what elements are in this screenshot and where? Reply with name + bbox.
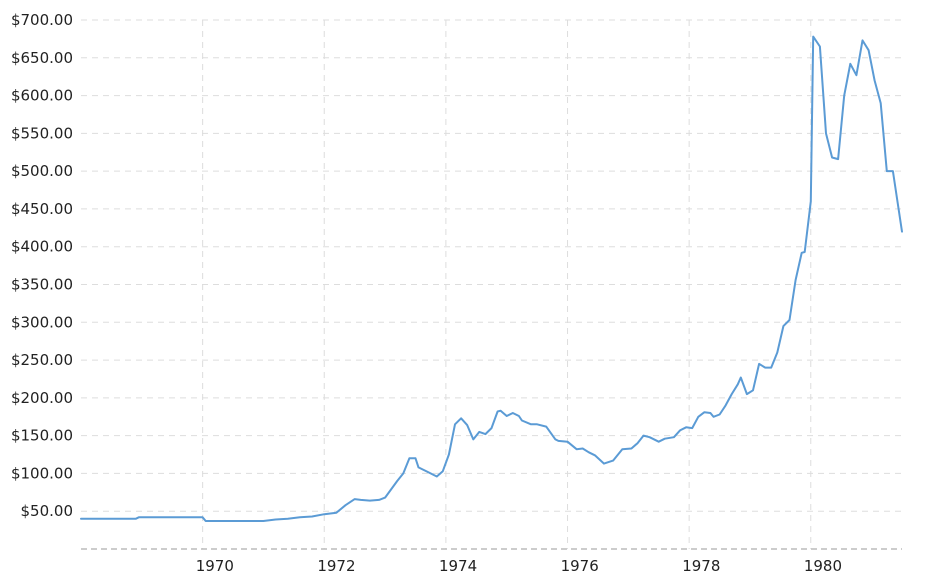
x-axis-tick-labels: 1970 1972 1974 1976 1978 1980 (196, 557, 842, 575)
y-tick-label: $100.00 (11, 464, 73, 482)
x-tick-label: 1978 (682, 557, 720, 575)
y-axis-tick-labels: $50.00 $100.00 $150.00 $200.00 $250.00 $300.0… (11, 11, 73, 520)
y-tick-label: $500.00 (11, 162, 73, 180)
y-tick-label: $200.00 (11, 389, 73, 407)
x-tick-label: 1980 (804, 557, 842, 575)
y-tick-label: $600.00 (11, 87, 73, 105)
y-tick-label: $250.00 (11, 351, 73, 369)
y-tick-label: $150.00 (11, 427, 73, 445)
y-tick-label: $650.00 (11, 49, 73, 67)
grid (81, 19, 902, 549)
x-tick-label: 1974 (439, 557, 477, 575)
y-tick-label: $450.00 (11, 200, 73, 218)
y-tick-label: $300.00 (11, 313, 73, 331)
y-tick-label: $700.00 (11, 11, 73, 29)
x-tick-label: 1976 (561, 557, 599, 575)
x-tick-label: 1972 (317, 557, 355, 575)
series (80, 35, 903, 522)
y-tick-label: $400.00 (11, 238, 73, 256)
x-tick-label: 1970 (196, 557, 234, 575)
series-line (80, 35, 903, 522)
y-tick-label: $550.00 (11, 124, 73, 142)
y-tick-label: $350.00 (11, 276, 73, 294)
y-tick-label: $50.00 (21, 502, 74, 520)
